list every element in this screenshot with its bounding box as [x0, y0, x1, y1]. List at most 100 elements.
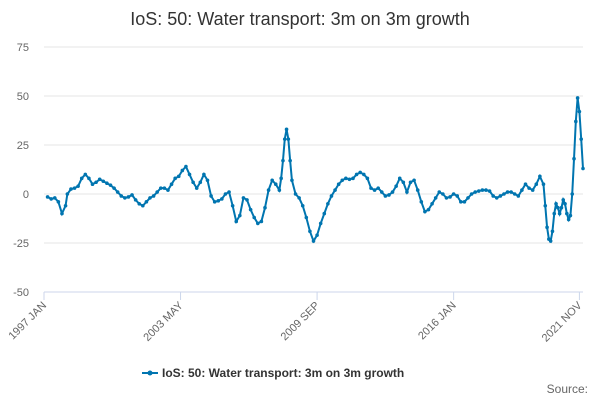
data-point[interactable] [76, 184, 80, 188]
data-point[interactable] [282, 137, 287, 141]
data-point[interactable] [184, 164, 188, 169]
data-point[interactable] [484, 188, 488, 192]
data-point[interactable] [279, 176, 283, 181]
data-point[interactable] [126, 195, 131, 199]
data-point[interactable] [277, 188, 282, 192]
data-point[interactable] [347, 177, 352, 182]
data-point[interactable] [565, 211, 569, 216]
data-point[interactable] [209, 194, 213, 198]
data-point[interactable] [284, 127, 289, 132]
data-point[interactable] [216, 199, 221, 203]
data-point[interactable] [220, 197, 224, 201]
data-point[interactable] [451, 192, 456, 196]
data-point[interactable] [534, 182, 539, 186]
data-point[interactable] [263, 205, 267, 210]
data-point[interactable] [212, 200, 217, 204]
data-point[interactable] [252, 215, 257, 220]
data-point[interactable] [354, 172, 359, 177]
data-point[interactable] [548, 239, 553, 243]
data-point[interactable] [297, 196, 301, 200]
data-point[interactable] [415, 188, 420, 192]
data-point[interactable] [566, 217, 571, 222]
data-point[interactable] [326, 202, 330, 206]
data-point[interactable] [387, 193, 391, 197]
data-point[interactable] [545, 225, 549, 230]
data-point[interactable] [362, 172, 366, 177]
data-point[interactable] [83, 172, 88, 177]
data-point[interactable] [351, 176, 355, 181]
data-point[interactable] [394, 184, 398, 188]
data-point[interactable] [502, 192, 506, 196]
data-point[interactable] [141, 203, 145, 208]
data-point[interactable] [45, 195, 50, 199]
data-point[interactable] [158, 186, 163, 190]
data-point[interactable] [60, 211, 64, 216]
data-point[interactable] [198, 180, 203, 185]
data-point[interactable] [480, 188, 485, 192]
data-point[interactable] [527, 186, 531, 190]
data-point[interactable] [94, 180, 98, 185]
data-point[interactable] [166, 188, 170, 192]
data-point[interactable] [266, 188, 271, 192]
data-point[interactable] [459, 200, 463, 204]
data-point[interactable] [369, 186, 373, 190]
data-point[interactable] [101, 179, 106, 184]
data-point[interactable] [412, 178, 416, 183]
legend[interactable]: IoS: 50: Water transport: 3m on 3m growt… [142, 366, 404, 380]
data-point[interactable] [376, 186, 380, 190]
data-point[interactable] [563, 202, 567, 206]
data-point[interactable] [241, 196, 246, 200]
data-point[interactable] [202, 172, 206, 177]
data-point[interactable] [311, 239, 316, 243]
data-point[interactable] [318, 221, 323, 226]
data-point[interactable] [333, 188, 337, 192]
data-point[interactable] [444, 196, 449, 200]
data-point[interactable] [523, 182, 528, 186]
data-point[interactable] [358, 170, 363, 175]
data-point[interactable] [575, 96, 580, 100]
data-point[interactable] [133, 198, 138, 202]
data-point[interactable] [469, 192, 474, 196]
data-point[interactable] [162, 186, 167, 190]
data-point[interactable] [108, 183, 113, 187]
data-point[interactable] [293, 192, 298, 196]
data-point[interactable] [119, 194, 124, 198]
data-point[interactable] [227, 190, 231, 194]
data-point[interactable] [234, 219, 239, 224]
data-point[interactable] [550, 229, 555, 234]
data-point[interactable] [556, 205, 560, 210]
data-point[interactable] [462, 200, 467, 204]
data-point[interactable] [169, 182, 174, 186]
data-point[interactable] [79, 176, 84, 181]
data-point[interactable] [187, 172, 192, 177]
data-point[interactable] [401, 180, 406, 185]
data-point[interactable] [304, 215, 309, 220]
data-point[interactable] [430, 202, 434, 206]
data-point[interactable] [520, 188, 524, 192]
data-point[interactable] [300, 203, 305, 208]
data-point[interactable] [423, 209, 427, 214]
data-point[interactable] [144, 200, 149, 204]
data-point[interactable] [87, 176, 91, 181]
data-point[interactable] [49, 197, 53, 201]
data-point[interactable] [336, 182, 341, 186]
data-point[interactable] [552, 211, 557, 216]
data-point[interactable] [315, 233, 319, 237]
data-point[interactable] [176, 174, 181, 179]
data-point[interactable] [281, 158, 285, 163]
data-point[interactable] [390, 190, 395, 194]
data-point[interactable] [405, 190, 409, 194]
data-point[interactable] [419, 200, 424, 204]
data-point[interactable] [491, 194, 495, 198]
data-point[interactable] [90, 182, 95, 186]
data-point[interactable] [290, 178, 294, 183]
data-point[interactable] [259, 219, 264, 224]
data-point[interactable] [512, 192, 517, 196]
data-point[interactable] [329, 194, 334, 198]
data-point[interactable] [383, 194, 388, 198]
data-point[interactable] [148, 196, 152, 200]
data-point[interactable] [340, 178, 345, 183]
data-point[interactable] [581, 166, 585, 171]
data-point[interactable] [408, 180, 413, 185]
data-point[interactable] [97, 177, 102, 182]
